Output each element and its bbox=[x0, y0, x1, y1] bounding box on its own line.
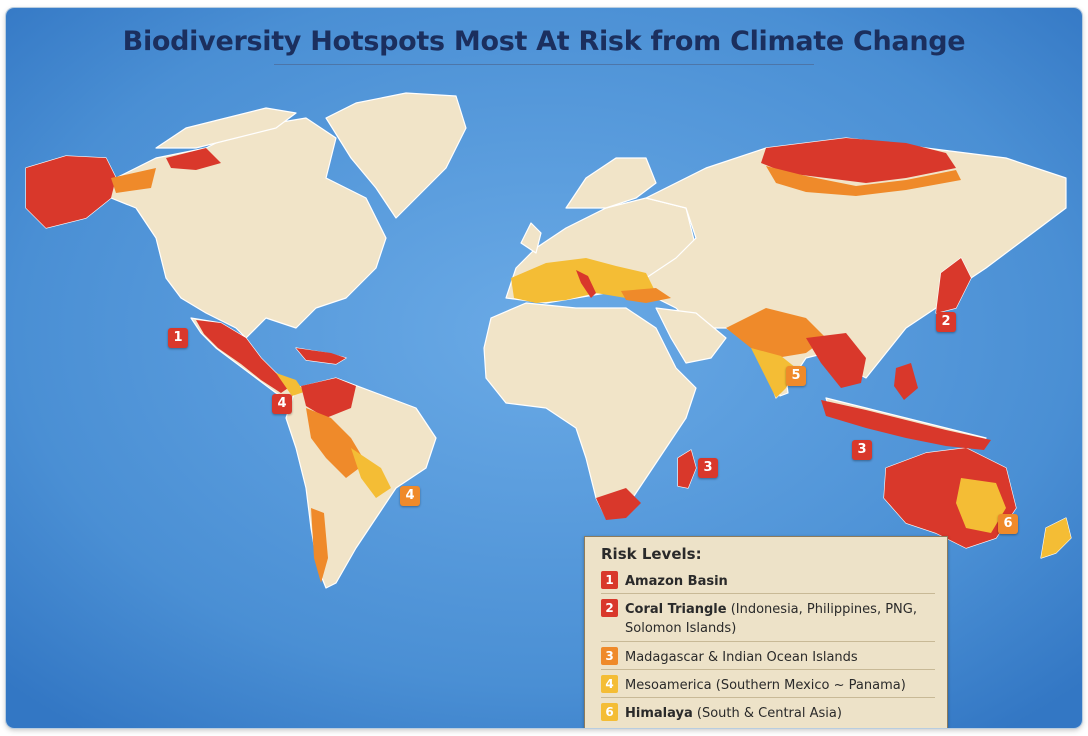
risk-area-arctic-canada bbox=[166, 148, 221, 170]
title-divider bbox=[274, 64, 814, 65]
legend-divider bbox=[601, 697, 935, 698]
legend-item-name: Himalaya bbox=[625, 706, 693, 721]
legend-divider bbox=[601, 669, 935, 670]
arabia-landmass bbox=[655, 307, 727, 364]
legend-label: Himalaya (South & Central Asia) bbox=[625, 704, 937, 723]
map-marker-1[interactable]: 1 bbox=[168, 328, 188, 348]
map-marker-label: 3 bbox=[857, 442, 867, 457]
legend-label: Madagascar & Indian Ocean Islands bbox=[625, 648, 937, 667]
uk-landmass bbox=[520, 222, 542, 254]
north-america-landmass bbox=[25, 117, 387, 339]
legend-badge: 6 bbox=[601, 703, 618, 721]
risk-area-japan bbox=[936, 258, 971, 313]
risk-area-madagascar bbox=[678, 450, 696, 488]
map-marker-4-atlantic[interactable]: 4 bbox=[400, 486, 420, 506]
legend-label: Mesoamerica (Southern Mexico ~ Panama) bbox=[625, 676, 937, 695]
risk-area-patagonia bbox=[311, 508, 328, 583]
greenland-landmass bbox=[325, 92, 467, 219]
africa-landmass bbox=[483, 302, 697, 519]
risk-area-amazon bbox=[306, 408, 366, 478]
map-marker-3-madagascar[interactable]: 3 bbox=[698, 458, 718, 478]
legend-label: Coral Triangle (Indonesia, Philippines, … bbox=[625, 600, 937, 638]
risk-area-atlantic-forest bbox=[351, 448, 391, 498]
risk-area-indochina bbox=[806, 333, 866, 388]
risk-area-siberia-fringe bbox=[766, 166, 961, 196]
risk-area-india bbox=[751, 348, 796, 398]
map-frame: Biodiversity Hotspots Most At Risk from … bbox=[6, 8, 1082, 728]
legend-badge: 1 bbox=[601, 571, 618, 589]
map-marker-6[interactable]: 6 bbox=[998, 514, 1018, 534]
map-marker-label: 3 bbox=[703, 460, 713, 475]
arctic-islands bbox=[155, 107, 297, 149]
map-marker-5[interactable]: 5 bbox=[786, 366, 806, 386]
risk-legend: Risk Levels: 1 Amazon Basin 2 Coral Tria… bbox=[584, 536, 948, 728]
legend-item-detail: Mesoamerica (Southern Mexico ~ Panama) bbox=[625, 678, 906, 693]
legend-title: Risk Levels: bbox=[601, 545, 702, 563]
risk-area-himalaya bbox=[726, 308, 826, 358]
legend-badge: 4 bbox=[601, 675, 618, 693]
legend-item-name: Coral Triangle bbox=[625, 602, 727, 617]
legend-item-detail: (Indonesia, Philippines, PNG, Solomon Is… bbox=[625, 602, 917, 636]
legend-label: Amazon Basin bbox=[625, 572, 937, 591]
map-marker-label: 6 bbox=[1003, 516, 1013, 531]
legend-badge: 3 bbox=[601, 647, 618, 665]
risk-area-turkey bbox=[621, 288, 671, 303]
legend-divider bbox=[601, 641, 935, 642]
risk-area-yukon bbox=[111, 168, 156, 193]
risk-area-new-zealand bbox=[1041, 518, 1071, 558]
world-map bbox=[6, 8, 1082, 728]
risk-area-italy bbox=[576, 270, 596, 298]
map-marker-label: 4 bbox=[277, 396, 287, 411]
map-marker-2[interactable]: 2 bbox=[936, 312, 956, 332]
map-title: Biodiversity Hotspots Most At Risk from … bbox=[122, 26, 966, 57]
risk-area-northern-andes bbox=[301, 378, 356, 418]
risk-area-south-africa bbox=[596, 488, 641, 520]
risk-area-panama bbox=[276, 373, 304, 396]
risk-area-caribbean bbox=[296, 348, 346, 364]
map-marker-4-andes[interactable]: 4 bbox=[272, 394, 292, 414]
map-marker-label: 1 bbox=[173, 330, 183, 345]
risk-area-alaska bbox=[26, 156, 116, 228]
risk-area-indonesia bbox=[821, 400, 991, 450]
risk-area-philippines bbox=[894, 363, 918, 400]
map-marker-label: 4 bbox=[405, 488, 415, 503]
scandinavia-landmass bbox=[565, 157, 657, 209]
legend-item-detail: Madagascar & Indian Ocean Islands bbox=[625, 650, 858, 665]
map-marker-label: 2 bbox=[941, 314, 951, 329]
risk-area-australia-east bbox=[956, 478, 1006, 533]
map-marker-label: 5 bbox=[791, 368, 801, 383]
risk-area-mesoamerica bbox=[196, 320, 291, 393]
legend-badge: 2 bbox=[601, 599, 618, 617]
legend-item-detail: (South & Central Asia) bbox=[696, 706, 842, 721]
map-marker-3-coral[interactable]: 3 bbox=[852, 440, 872, 460]
legend-divider bbox=[601, 593, 935, 594]
legend-item-name: Amazon Basin bbox=[625, 574, 728, 589]
risk-area-siberia bbox=[761, 138, 956, 183]
